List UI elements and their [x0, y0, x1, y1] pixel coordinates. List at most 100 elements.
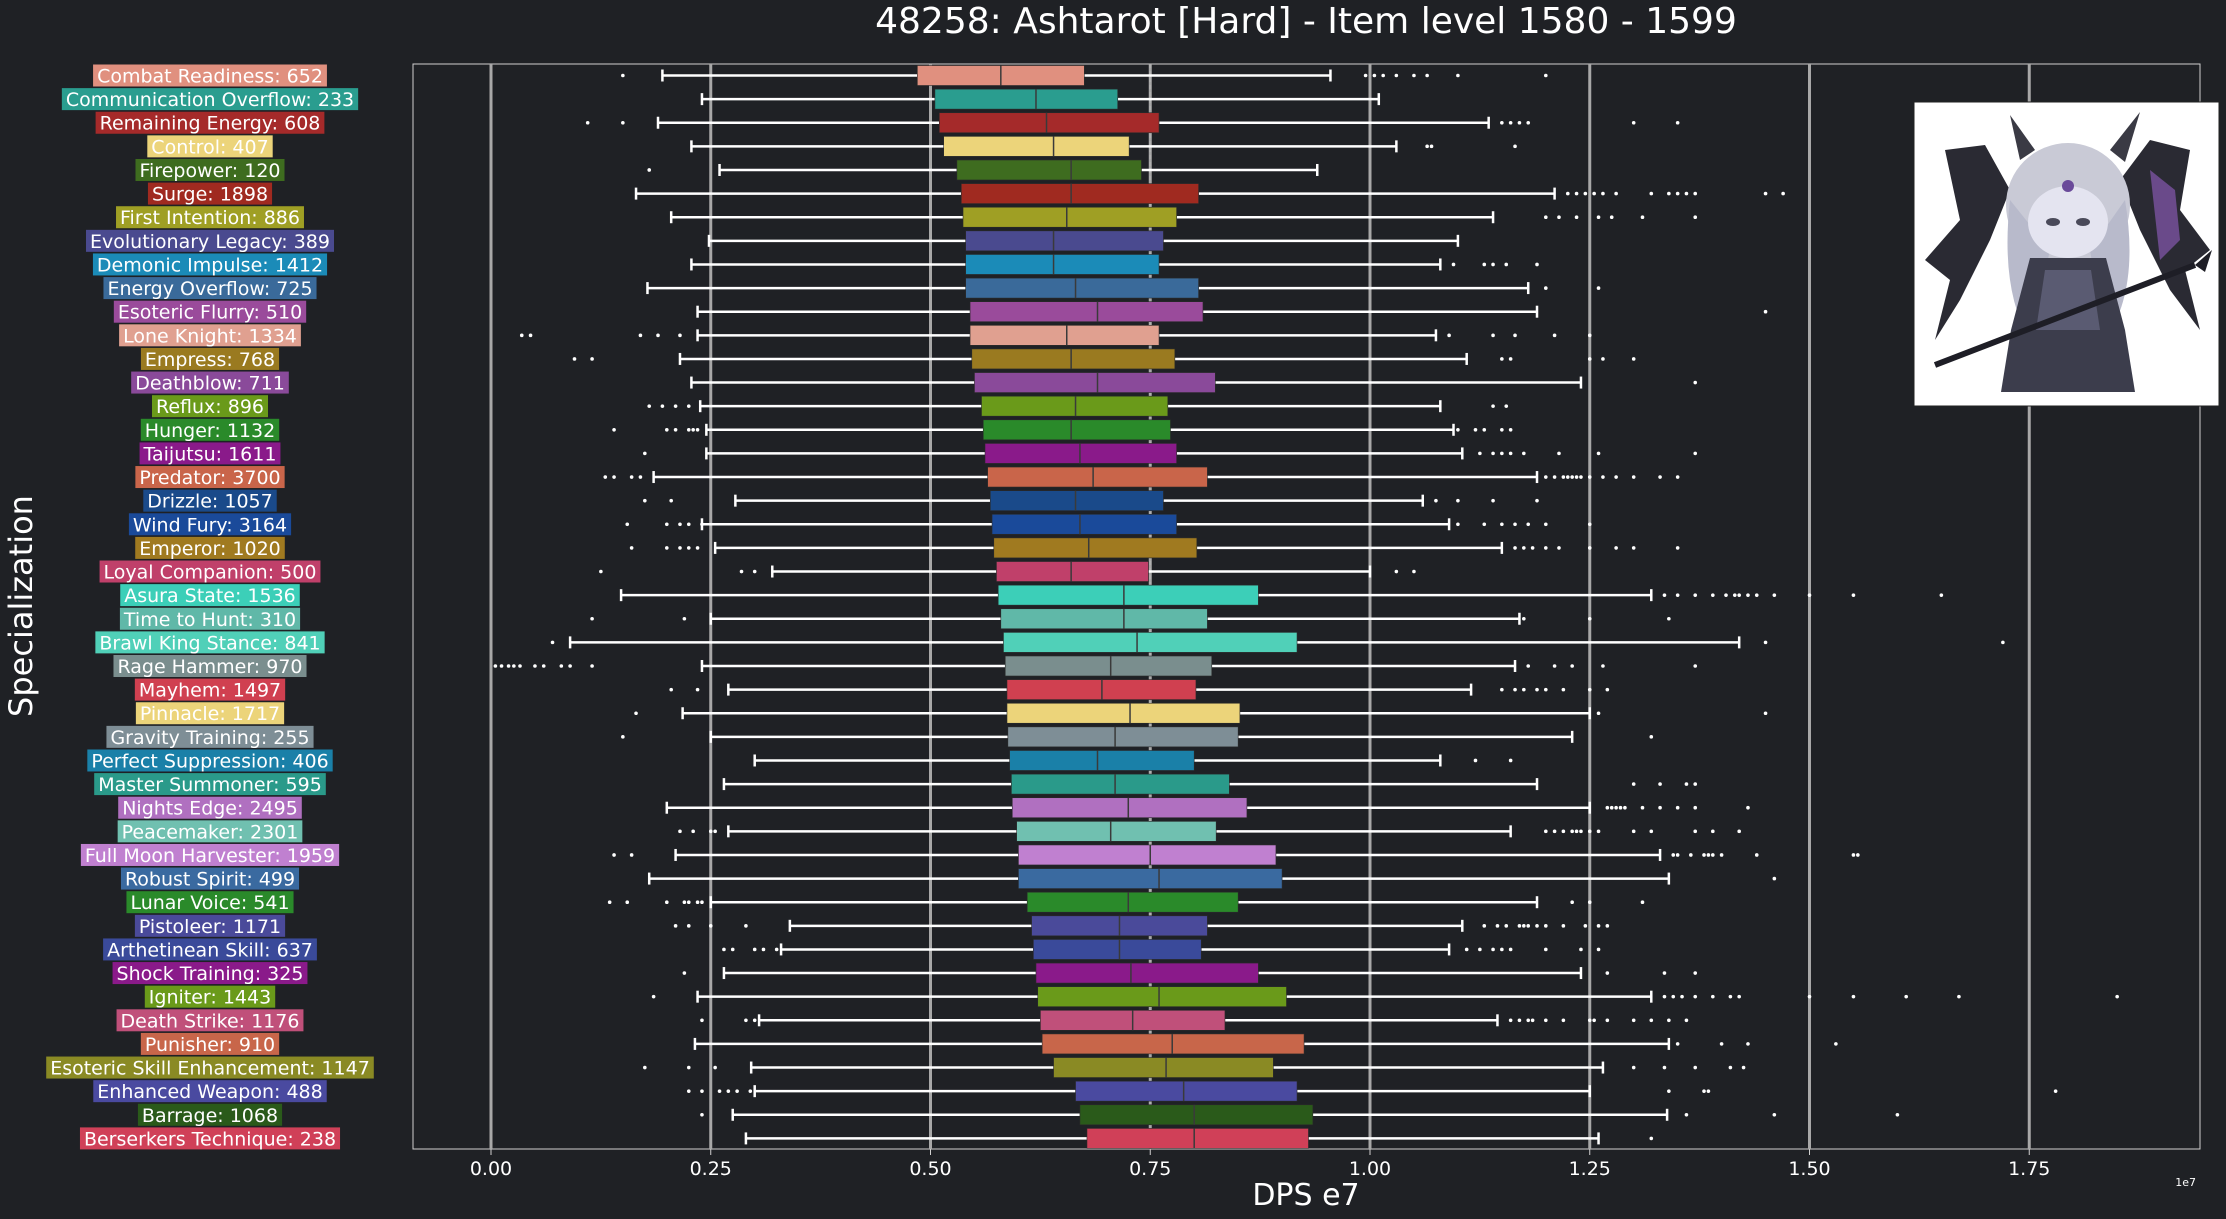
outlier-point — [1425, 73, 1429, 78]
outlier-point — [1482, 924, 1487, 928]
y-label-background — [106, 725, 314, 748]
outlier-point — [1508, 947, 1513, 952]
outlier-point — [1508, 357, 1513, 361]
outlier-point — [678, 522, 682, 527]
box-row — [686, 1080, 2058, 1102]
outlier-point — [1530, 546, 1535, 550]
outlier-point — [1587, 687, 1592, 692]
outlier-point — [1671, 994, 1676, 999]
x-tick-label: 1.75 — [2008, 1158, 2050, 1180]
outlier-point — [678, 546, 682, 550]
y-tick-label: Remaining Energy: 608 — [100, 113, 321, 135]
outlier-point — [1851, 593, 1856, 597]
outlier-point — [669, 498, 673, 503]
y-tick-label-group: Firepower: 120 — [135, 158, 285, 182]
y-tick-label-group: Remaining Energy: 608 — [95, 111, 325, 135]
outlier-point — [1491, 498, 1495, 503]
outlier-point — [1583, 924, 1588, 928]
outlier-point — [1500, 687, 1504, 692]
outlier-point — [695, 546, 700, 550]
y-label-background — [140, 418, 280, 441]
outlier-point — [1640, 805, 1645, 810]
outlier-point — [625, 522, 630, 527]
y-tick-label-group: Communication Overflow: 233 — [61, 88, 359, 111]
outlier-point — [1693, 593, 1698, 597]
box-iqr — [1000, 608, 1208, 630]
y-tick-label: First Intention: 886 — [120, 207, 300, 229]
y-label-background — [46, 1056, 374, 1079]
y-tick-label: Punisher: 910 — [145, 1034, 275, 1056]
y-tick-label-group: Surge: 1898 — [147, 182, 273, 206]
outlier-point — [752, 569, 757, 574]
outlier-point — [612, 475, 616, 479]
x-offset-label: 1e7 — [2175, 1176, 2196, 1189]
outlier-point — [1711, 853, 1715, 857]
outlier-point — [1640, 900, 1645, 904]
outlier-point — [1724, 593, 1728, 597]
y-tick-label: Asura State: 1536 — [124, 585, 296, 607]
y-tick-label-group: Drizzle: 1057 — [143, 489, 277, 513]
outlier-point — [1500, 947, 1504, 952]
outlier-point — [519, 333, 524, 338]
outlier-point — [722, 947, 726, 952]
y-tick-label: Death Strike: 1176 — [121, 1010, 300, 1032]
outlier-point — [1504, 404, 1509, 408]
outlier-point — [1754, 593, 1759, 597]
outlier-point — [1605, 924, 1610, 928]
outlier-point — [1574, 475, 1579, 479]
y-tick-label-group: Pinnacle: 1717 — [135, 702, 285, 725]
box-iqr — [969, 301, 1204, 323]
outlier-point — [1592, 1018, 1596, 1023]
y-tick-label: Barrage: 1068 — [142, 1105, 278, 1127]
box-row — [519, 325, 1592, 346]
outlier-point — [1570, 475, 1574, 479]
box-iqr — [997, 584, 1259, 606]
outlier-point — [691, 428, 695, 432]
box-row — [550, 632, 2005, 653]
y-label-background — [113, 300, 307, 323]
outlier-point — [1614, 546, 1618, 550]
y-label-background — [99, 560, 321, 583]
y-tick-label-group: Reflux: 896 — [152, 395, 268, 418]
y-tick-label: Evolutionary Legacy: 389 — [90, 231, 330, 253]
outlier-point — [1561, 1018, 1566, 1023]
box-row — [647, 159, 1319, 181]
outlier-point — [1587, 522, 1592, 527]
y-tick-label: Igniter: 1443 — [149, 987, 271, 1009]
outlier-point — [1434, 498, 1438, 503]
y-tick-label-group: Asura State: 1536 — [120, 584, 300, 607]
outlier-point — [1675, 805, 1680, 810]
outlier-point — [1851, 853, 1856, 857]
outlier-point — [1535, 262, 1539, 267]
outlier-point — [673, 924, 678, 928]
outlier-point — [1508, 758, 1513, 763]
y-tick-label: Reflux: 896 — [156, 396, 264, 418]
outlier-point — [1601, 664, 1605, 668]
y-tick-label: Control: 407 — [151, 136, 268, 158]
outlier-point — [1587, 333, 1592, 338]
box-row — [722, 939, 1601, 960]
outlier-point — [1535, 687, 1539, 692]
outlier-point — [1702, 1089, 1706, 1093]
y-label-background — [131, 371, 289, 394]
outlier-point — [612, 428, 616, 432]
y-label-background — [135, 702, 285, 725]
y-label-background — [137, 1103, 283, 1126]
y-label-background — [126, 891, 294, 914]
box-iqr — [1004, 655, 1213, 677]
outlier-point — [621, 735, 625, 739]
outlier-point — [1680, 994, 1684, 999]
outlier-point — [1500, 451, 1504, 456]
y-label-background — [139, 442, 281, 465]
outlier-point — [634, 711, 638, 716]
box-iqr — [1009, 750, 1195, 771]
outlier-point — [1570, 664, 1574, 668]
outlier-point — [1693, 805, 1698, 810]
y-tick-label-group: Combat Readiness: 652 — [93, 64, 327, 88]
outlier-point — [1526, 924, 1531, 928]
box-row — [607, 891, 1645, 913]
outlier-point — [1807, 994, 1812, 999]
x-tick-label: 0.25 — [690, 1158, 732, 1180]
y-tick-label-group: Demonic Impulse: 1412 — [92, 253, 328, 276]
